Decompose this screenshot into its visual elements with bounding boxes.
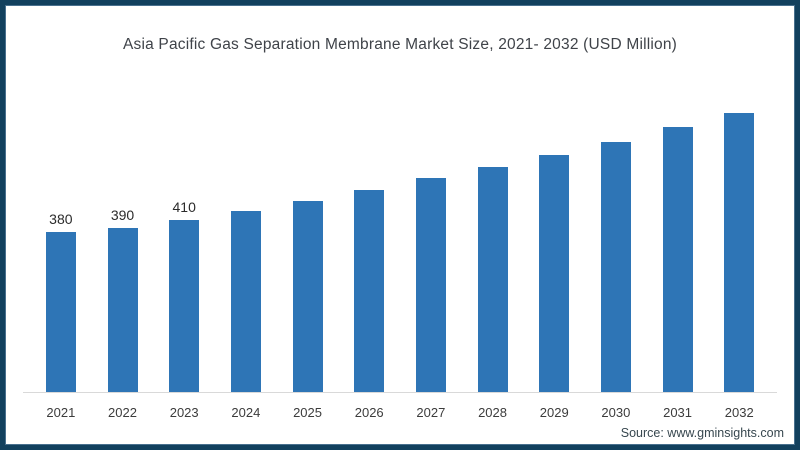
bar-value-label: 410 xyxy=(172,199,196,215)
x-axis-tick-labels: 2021 2022 2023 2024 2025 2026 2027 2028 2029 2030… xyxy=(30,405,770,420)
bar-value-label: 380 xyxy=(49,211,73,227)
bar-2030 xyxy=(600,142,631,392)
bar-group-2032 xyxy=(708,92,770,392)
x-tick-label-2030: 2030 xyxy=(601,405,631,420)
x-tick-label-2028: 2028 xyxy=(478,405,507,420)
bar-group-2022: 390 xyxy=(92,207,154,392)
bar-2029 xyxy=(539,155,570,392)
x-axis-line xyxy=(23,392,777,393)
bar-chart-plot-area: 380 390 410 2021 2022 2023 2024 2025 2026 2027 20… xyxy=(5,5,795,445)
x-tick-label-2031: 2031 xyxy=(663,405,693,420)
bar-group-2024 xyxy=(215,190,277,392)
bar-value-label: 390 xyxy=(110,207,135,223)
bar-2031 xyxy=(662,127,693,392)
bar-2022 xyxy=(107,228,138,392)
bar-2028 xyxy=(477,167,508,392)
bar-2025 xyxy=(292,201,323,392)
bar-group-2021: 380 xyxy=(30,211,92,392)
bar-group-2029 xyxy=(523,134,585,392)
bar-group-2031 xyxy=(647,106,709,392)
source-attribution: Source: www.gminsights.com xyxy=(620,426,784,440)
bar-group-2026 xyxy=(338,169,400,392)
bar-group-2028 xyxy=(462,146,524,392)
x-tick-label-2027: 2027 xyxy=(416,405,446,420)
bar-group-2025 xyxy=(277,180,339,392)
chart-title: Asia Pacific Gas Separation Membrane Mar… xyxy=(122,36,678,53)
bar-2021 xyxy=(45,232,76,392)
bar-2032 xyxy=(724,113,755,392)
bars-container: 380 390 410 xyxy=(30,82,770,392)
x-tick-label-2023: 2023 xyxy=(169,405,199,420)
x-tick-label-2026: 2026 xyxy=(354,405,384,420)
x-tick-label-2022: 2022 xyxy=(108,405,137,420)
bar-group-2027 xyxy=(400,157,462,392)
bar-group-2023: 410 xyxy=(153,199,215,392)
bar-2024 xyxy=(230,211,261,392)
x-tick-label-2021: 2021 xyxy=(46,405,76,420)
x-tick-label-2029: 2029 xyxy=(539,405,569,420)
bar-2026 xyxy=(354,190,385,392)
x-tick-label-2032: 2032 xyxy=(724,405,754,420)
bar-group-2030 xyxy=(585,121,647,392)
bar-2023 xyxy=(169,220,200,392)
x-tick-label-2024: 2024 xyxy=(231,405,261,420)
x-tick-label-2025: 2025 xyxy=(293,405,322,420)
bar-2027 xyxy=(415,178,446,392)
